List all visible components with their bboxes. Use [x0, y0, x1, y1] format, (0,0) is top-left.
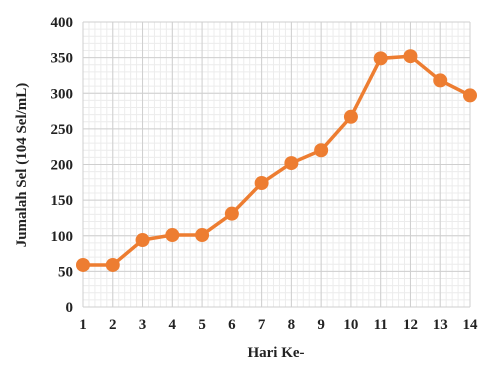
- x-tick-label: 12: [403, 317, 418, 333]
- y-tick-label: 100: [51, 229, 74, 245]
- data-point: [224, 206, 239, 221]
- x-tick-label: 4: [169, 317, 177, 333]
- data-point: [254, 176, 269, 191]
- data-point: [105, 257, 120, 272]
- x-tick-label: 3: [139, 317, 147, 333]
- x-tick-label: 11: [374, 317, 388, 333]
- y-tick-label: 250: [51, 122, 74, 138]
- x-tick-label: 8: [288, 317, 296, 333]
- x-tick-label: 1: [79, 317, 87, 333]
- data-point: [463, 88, 477, 103]
- y-tick-label: 300: [51, 86, 74, 102]
- x-tick-label: 10: [343, 317, 358, 333]
- data-point: [373, 51, 388, 66]
- data-point: [135, 233, 150, 248]
- y-axis-tick-labels: 0 50 100 150 200 250 300 350 400: [51, 15, 74, 316]
- data-point: [343, 109, 358, 124]
- x-axis-tick-labels: 1 2 3 4 5 6 7 8 9 10 11 12 13 14: [79, 317, 478, 333]
- y-tick-label: 350: [51, 51, 74, 67]
- y-tick-label: 200: [51, 158, 74, 174]
- x-tick-label: 6: [228, 317, 236, 333]
- y-tick-label: 0: [66, 300, 74, 316]
- data-point: [165, 228, 180, 243]
- data-point: [195, 228, 210, 243]
- data-point: [433, 73, 448, 88]
- x-tick-label: 9: [317, 317, 325, 333]
- x-tick-label: 14: [463, 317, 479, 333]
- x-tick-label: 2: [109, 317, 117, 333]
- y-tick-label: 50: [58, 264, 73, 280]
- data-point: [403, 49, 418, 64]
- y-axis-title: Jumalah Sel (104 Sel/mL): [14, 83, 30, 248]
- x-axis-title: Hari Ke-: [247, 345, 304, 361]
- data-point: [284, 156, 299, 171]
- y-tick-label: 150: [51, 193, 74, 209]
- x-tick-label: 5: [198, 317, 206, 333]
- x-tick-label: 7: [258, 317, 266, 333]
- y-tick-label: 400: [51, 15, 74, 31]
- data-point: [76, 257, 90, 272]
- data-point: [314, 143, 329, 158]
- x-tick-label: 13: [433, 317, 448, 333]
- series-layer: [76, 49, 477, 272]
